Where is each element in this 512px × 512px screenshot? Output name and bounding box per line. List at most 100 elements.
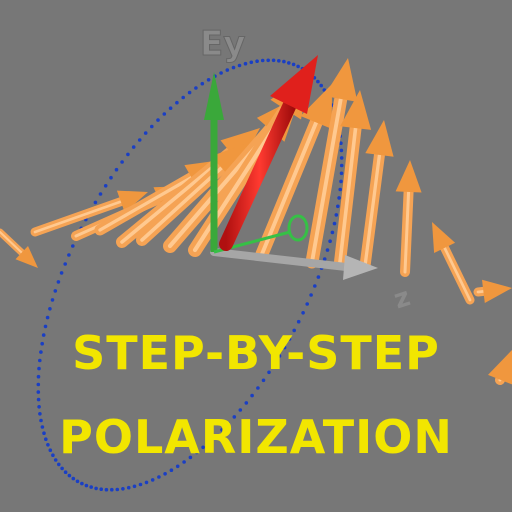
trace-dot [309, 293, 313, 297]
trace-dot [44, 437, 48, 442]
trace-dot [244, 401, 249, 405]
trace-dot [150, 478, 155, 482]
trace-dot [109, 175, 113, 180]
trace-dot [296, 319, 301, 324]
trace-dot [266, 58, 271, 63]
field-arrow [473, 279, 512, 303]
trace-dot [338, 187, 343, 192]
trace-dot [301, 311, 305, 315]
trace-dot [219, 71, 223, 75]
trace-dot [110, 487, 114, 492]
trace-dot [37, 405, 41, 409]
trace-dot [319, 83, 324, 88]
trace-dot [334, 213, 339, 217]
trace-dot [243, 61, 248, 66]
trace-dot [37, 366, 41, 371]
trace-dot [93, 200, 98, 205]
field-arrow [136, 142, 250, 246]
trace-dot [175, 464, 180, 469]
trace-dot [287, 61, 291, 65]
trace-dot [250, 393, 254, 398]
trace-dot [103, 184, 108, 188]
trace-dot [255, 59, 259, 63]
trace-dot [339, 179, 343, 184]
trace-dot [48, 448, 53, 453]
trace-dot [126, 485, 131, 490]
trace-dot [67, 253, 71, 257]
trace-dot [94, 486, 98, 491]
trace-dot [53, 458, 58, 462]
trace-dot [277, 354, 282, 358]
trace-dot [150, 124, 154, 129]
trace-dot [89, 485, 93, 489]
field-arrow [395, 160, 422, 277]
trace-dot [50, 298, 55, 302]
trace-dot [322, 88, 327, 92]
trace-dot [131, 145, 136, 149]
trace-dot [56, 280, 61, 284]
trace-dot [57, 462, 61, 467]
trace-dot [63, 262, 67, 266]
trace-dot [71, 244, 75, 248]
trace-dot [226, 421, 230, 426]
trace-dot [46, 443, 50, 447]
trace-dot [232, 415, 237, 419]
trace-dot [272, 362, 277, 367]
trace-dot [316, 79, 320, 84]
trace-dot [60, 466, 64, 471]
trace-dot [36, 397, 41, 402]
trace-dot [48, 307, 52, 311]
trace-dot [238, 408, 243, 412]
ey-axis [204, 72, 224, 252]
trace-dot [59, 271, 64, 275]
trace-dot [132, 484, 137, 489]
trace-dot [201, 445, 205, 450]
trace-dot [168, 106, 173, 110]
trace-dot [339, 156, 344, 160]
trace-dot [195, 450, 199, 455]
z-axis [210, 248, 378, 280]
trace-dot [40, 425, 45, 429]
trace-dot [220, 428, 224, 432]
trace-dot [249, 60, 254, 65]
trace-dot [187, 90, 192, 95]
field-arrow [30, 190, 148, 237]
trace-dot [175, 100, 179, 105]
trace-dot [98, 192, 103, 196]
field-arrow [488, 350, 512, 385]
trace-dot [194, 86, 198, 90]
trace-dot [339, 141, 343, 145]
trace-dot [231, 65, 236, 70]
trace-dot [339, 163, 344, 168]
trace-dot [277, 59, 281, 63]
trace-dot [330, 230, 335, 235]
trace-dot [80, 481, 84, 486]
trace-dot [282, 59, 286, 64]
field-arrow [432, 222, 475, 305]
trace-dot [114, 167, 119, 172]
trace-dot [313, 284, 317, 288]
trace-dot [67, 473, 72, 478]
trace-dot [292, 328, 297, 333]
trace-dot [322, 257, 327, 261]
trace-dot [121, 487, 125, 491]
trace-dot [53, 289, 58, 293]
trace-dot [36, 382, 41, 387]
trace-dot [261, 378, 266, 383]
trace-dot [328, 239, 332, 243]
trace-dot [36, 390, 41, 394]
trace-dot [157, 475, 161, 479]
trace-dot [84, 483, 89, 488]
e-field-vector [219, 55, 318, 251]
trace-dot [260, 58, 265, 63]
trace-dot [200, 81, 205, 86]
trace-dot [291, 62, 296, 67]
trace-dot [271, 58, 276, 63]
trace-dot [339, 148, 344, 153]
trace-dot [104, 487, 109, 492]
field-arrow [359, 120, 394, 272]
trace-dot [296, 64, 300, 69]
trace-dot [43, 324, 48, 329]
field-arrow [0, 228, 38, 268]
field-arrow [255, 84, 332, 261]
